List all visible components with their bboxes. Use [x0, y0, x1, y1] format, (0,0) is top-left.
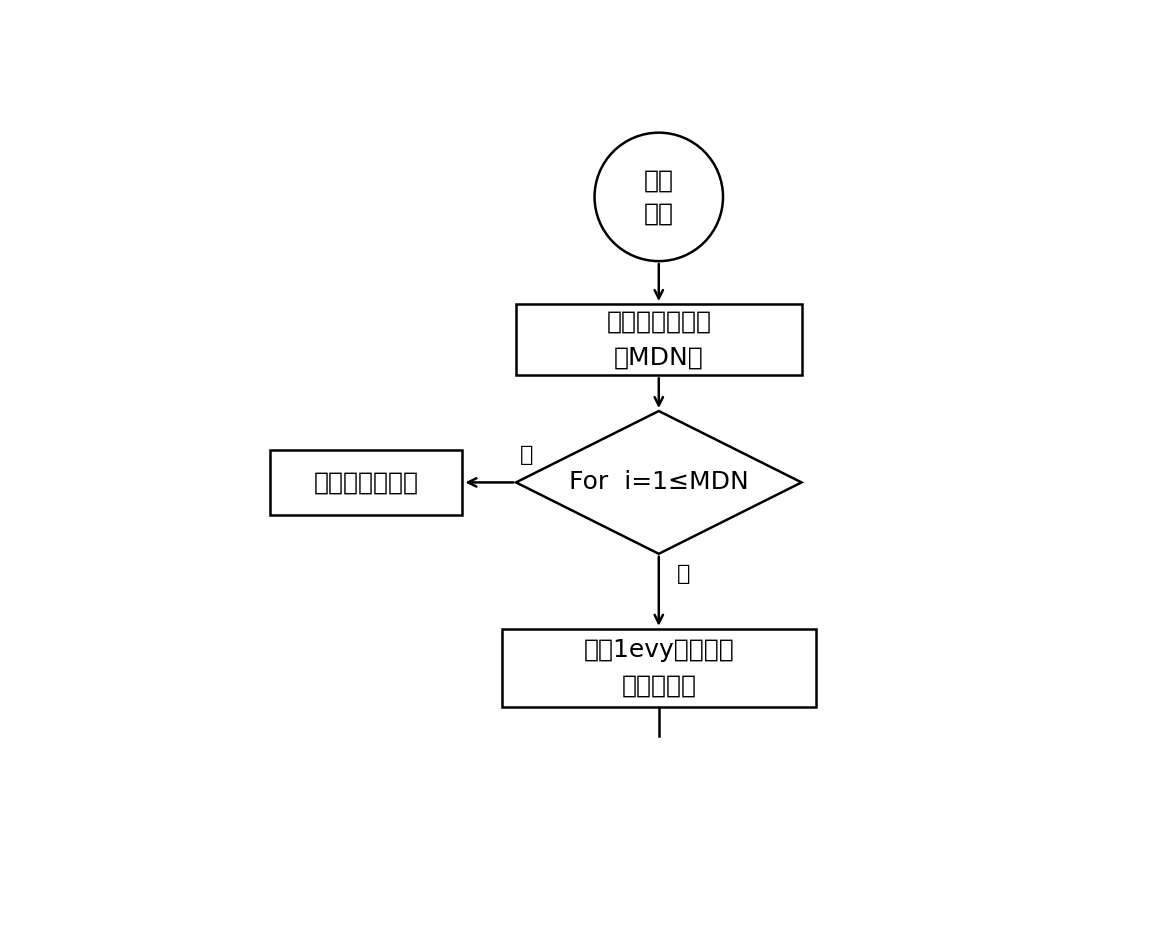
Text: For  i=1≤MDN: For i=1≤MDN	[569, 470, 749, 494]
Polygon shape	[517, 411, 802, 553]
FancyBboxPatch shape	[517, 304, 802, 375]
FancyBboxPatch shape	[270, 451, 463, 514]
Text: 选择最好的个体: 选择最好的个体	[313, 470, 419, 494]
Text: 是: 是	[520, 445, 533, 464]
Text: 扩散
过程: 扩散 过程	[643, 168, 674, 225]
Text: 设置最大扩散数
（MDN）: 设置最大扩散数 （MDN）	[606, 310, 711, 369]
Text: 否: 否	[676, 565, 690, 585]
Ellipse shape	[594, 133, 723, 261]
Text: 根据1evy分布公式
创建新个体: 根据1evy分布公式 创建新个体	[583, 639, 734, 698]
FancyBboxPatch shape	[501, 629, 816, 707]
